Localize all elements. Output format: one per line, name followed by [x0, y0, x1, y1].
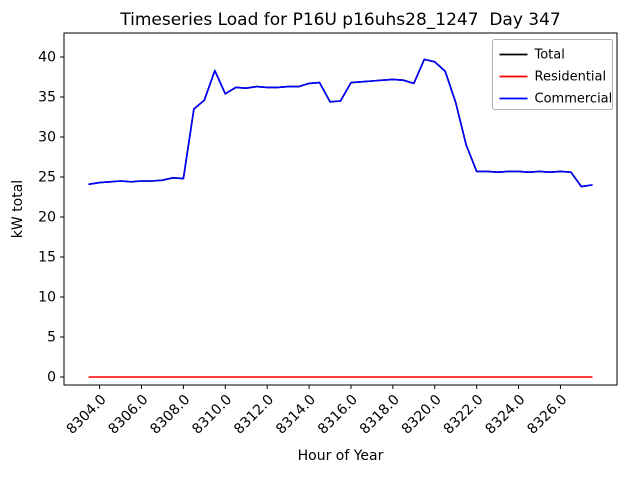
- y-tick-label: 40: [38, 49, 56, 65]
- x-axis-ticks: 8304.08306.08308.08310.08312.08314.08316…: [64, 385, 570, 438]
- y-tick-label: 35: [38, 89, 56, 105]
- x-tick-label: 8312.0: [231, 392, 277, 438]
- y-tick-label: 5: [47, 329, 56, 345]
- legend-entry-total: Total: [499, 48, 565, 63]
- x-tick-label: 8324.0: [483, 392, 529, 438]
- y-tick-label: 25: [38, 169, 56, 185]
- x-tick-label: 8320.0: [399, 392, 445, 438]
- x-tick-label: 8306.0: [105, 392, 151, 438]
- legend-box: [492, 39, 613, 110]
- legend-label: Residential: [535, 70, 607, 85]
- legend-label: Total: [534, 48, 565, 63]
- x-tick-label: 8318.0: [357, 392, 403, 438]
- legend-label: Commercial: [535, 92, 613, 107]
- y-axis-ticks: 0 5 10 15 20 25 30 35 40: [38, 49, 64, 385]
- x-tick-label: 8314.0: [273, 392, 319, 438]
- y-tick-label: 15: [38, 249, 56, 265]
- legend-entry-residential: Residential: [499, 70, 607, 85]
- x-tick-label: 8322.0: [441, 392, 487, 438]
- y-tick-label: 10: [38, 289, 56, 305]
- y-tick-label: 0: [47, 369, 56, 385]
- x-axis-label: Hour of Year: [297, 448, 384, 464]
- y-axis-label: kW total: [10, 179, 26, 239]
- y-tick-label: 20: [38, 209, 56, 225]
- chart-title: Timeseries Load for P16U p16uhs28_1247 D…: [120, 10, 561, 30]
- legend: Total Residential Commercial: [492, 39, 613, 110]
- y-tick-label: 30: [38, 129, 56, 145]
- legend-entry-commercial: Commercial: [499, 92, 613, 107]
- x-tick-label: 8310.0: [189, 392, 235, 438]
- series-line-commercial: [88, 58, 593, 188]
- x-tick-label: 8308.0: [147, 392, 193, 438]
- x-tick-label: 8316.0: [315, 392, 361, 438]
- x-tick-label: 8304.0: [64, 392, 110, 438]
- x-tick-label: 8326.0: [524, 392, 570, 438]
